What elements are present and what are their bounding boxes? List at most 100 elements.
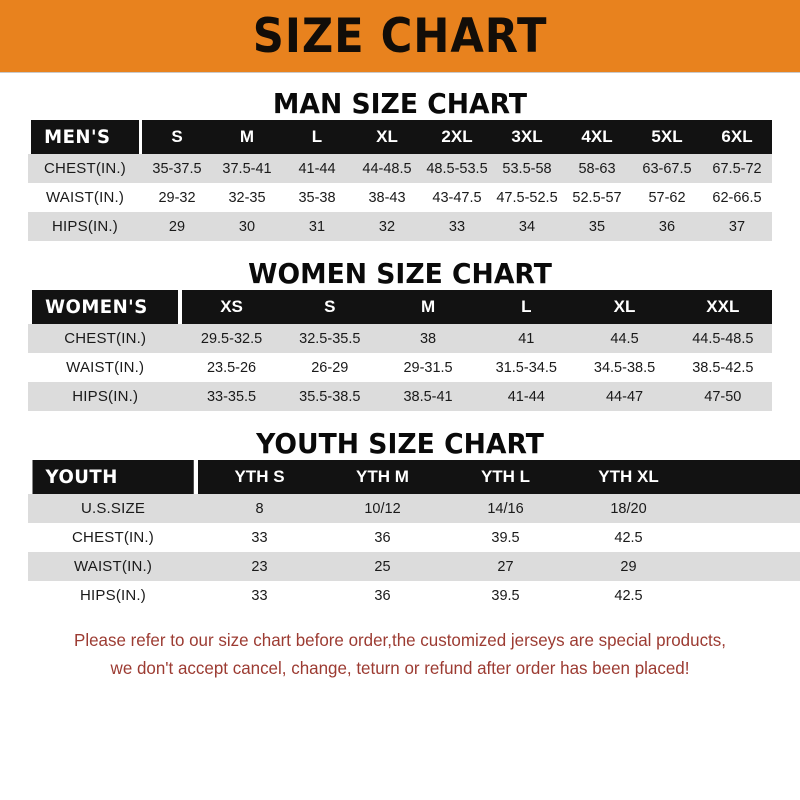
- youth-table-body: U.S.SIZE 8 10/12 14/16 18/20 CHEST(IN.) 33 36 39…: [28, 494, 800, 610]
- table-row: CHEST(IN.) 35-37.5 37.5-41 41-44 44-48.5 48.5…: [28, 154, 772, 183]
- man-column-header: 4XL: [562, 120, 632, 154]
- man-cell-value: 36: [632, 212, 702, 241]
- women-cell-value: 38: [378, 324, 478, 353]
- youth-cell-blank: [690, 581, 800, 610]
- man-cell-value: 44-48.5: [352, 154, 422, 183]
- youth-cell-value: 27: [444, 552, 567, 581]
- youth-column-header: YTH L: [444, 460, 567, 494]
- table-row: U.S.SIZE 8 10/12 14/16 18/20: [28, 494, 800, 523]
- man-cell-value: 35: [562, 212, 632, 241]
- table-row: HIPS(IN.) 33 36 39.5 42.5: [28, 581, 800, 610]
- man-row-label: HIPS(IN.): [28, 212, 142, 241]
- man-column-header: 2XL: [422, 120, 492, 154]
- youth-cell-value: 36: [321, 523, 444, 552]
- man-cell-value: 30: [212, 212, 282, 241]
- man-cell-value: 63-67.5: [632, 154, 702, 183]
- youth-cell-value: 10/12: [321, 494, 444, 523]
- women-cell-value: 33-35.5: [182, 382, 281, 411]
- women-cell-value: 38.5-41: [378, 382, 478, 411]
- women-cell-value: 34.5-38.5: [575, 353, 674, 382]
- man-cell-value: 31: [282, 212, 352, 241]
- men-size-table-wrap: MEN'S S M L XL 2XL 3XL 4XL 5XL 6XL CHEST(IN.) 35-3…: [28, 120, 772, 241]
- women-column-header: XS: [182, 290, 281, 324]
- women-cell-value: 31.5-34.5: [477, 353, 576, 382]
- man-cell-value: 48.5-53.5: [422, 154, 492, 183]
- man-column-header: L: [282, 120, 352, 154]
- youth-cell-value: 8: [198, 494, 321, 523]
- man-cell-value: 43-47.5: [422, 183, 492, 212]
- table-row: WAIST(IN.) 29-32 32-35 35-38 38-43 43-47.5 47.…: [28, 183, 772, 212]
- table-row: HIPS(IN.) 29 30 31 32 33 34 35 36 37: [28, 212, 772, 241]
- women-table-header-row: WOMEN'S XS S M L XL XXL: [28, 290, 772, 324]
- table-row: CHEST(IN.) 29.5-32.5 32.5-35.5 38 41 44.5 44.5…: [28, 324, 772, 353]
- women-column-header: XL: [575, 290, 674, 324]
- man-cell-value: 52.5-57: [562, 183, 632, 212]
- man-cell-value: 58-63: [562, 154, 632, 183]
- section-title-youth: YOUTH SIZE CHART: [256, 427, 544, 460]
- man-cell-value: 29: [142, 212, 212, 241]
- youth-cell-value: 14/16: [444, 494, 567, 523]
- youth-row-label: WAIST(IN.): [28, 552, 198, 581]
- women-cell-value: 32.5-35.5: [280, 324, 379, 353]
- youth-cell-value: 25: [321, 552, 444, 581]
- man-cell-value: 32-35: [212, 183, 282, 212]
- man-column-header: XL: [352, 120, 422, 154]
- women-size-table-wrap: WOMEN'S XS S M L XL XXL CHEST(IN.) 29.5-32.5 32.…: [28, 290, 772, 411]
- youth-table-header-row: YOUTH YTH S YTH M YTH L YTH XL: [28, 460, 800, 494]
- women-cell-value: 44.5: [575, 324, 674, 353]
- women-table-corner-label: WOMEN'S: [31, 290, 179, 324]
- man-column-header: 3XL: [492, 120, 562, 154]
- women-cell-value: 44.5-48.5: [673, 324, 772, 353]
- women-cell-value: 38.5-42.5: [673, 353, 772, 382]
- man-cell-value: 32: [352, 212, 422, 241]
- page-banner: SIZE CHART: [0, 0, 800, 73]
- man-table-header-row: MEN'S S M L XL 2XL 3XL 4XL 5XL 6XL: [28, 120, 772, 154]
- women-row-label: CHEST(IN.): [28, 324, 183, 353]
- youth-column-header: YTH M: [321, 460, 444, 494]
- man-cell-value: 35-37.5: [142, 154, 212, 183]
- man-cell-value: 41-44: [282, 154, 352, 183]
- women-cell-value: 47-50: [673, 382, 772, 411]
- youth-column-header: YTH S: [198, 460, 321, 494]
- man-cell-value: 57-62: [632, 183, 702, 212]
- men-table-head: MEN'S S M L XL 2XL 3XL 4XL 5XL 6XL: [28, 120, 772, 154]
- man-cell-value: 67.5-72: [702, 154, 772, 183]
- man-cell-value: 35-38: [282, 183, 352, 212]
- women-cell-value: 26-29: [280, 353, 379, 382]
- man-cell-value: 62-66.5: [702, 183, 772, 212]
- man-column-header: S: [142, 120, 212, 154]
- youth-column-header: YTH XL: [567, 460, 690, 494]
- youth-cell-value: 36: [321, 581, 444, 610]
- table-row: WAIST(IN.) 23 25 27 29: [28, 552, 800, 581]
- man-cell-value: 33: [422, 212, 492, 241]
- women-cell-value: 41: [477, 324, 576, 353]
- women-table-head: WOMEN'S XS S M L XL XXL: [28, 290, 772, 324]
- man-cell-value: 37: [702, 212, 772, 241]
- youth-row-label: CHEST(IN.): [28, 523, 198, 552]
- youth-row-label: U.S.SIZE: [28, 494, 198, 523]
- youth-cell-value: 42.5: [567, 581, 690, 610]
- women-cell-value: 23.5-26: [182, 353, 281, 382]
- table-row: WAIST(IN.) 23.5-26 26-29 29-31.5 31.5-34.5 34…: [28, 353, 772, 382]
- table-row: HIPS(IN.) 33-35.5 35.5-38.5 38.5-41 41-44 44-…: [28, 382, 772, 411]
- youth-cell-value: 33: [198, 523, 321, 552]
- man-cell-value: 29-32: [142, 183, 212, 212]
- man-cell-value: 37.5-41: [212, 154, 282, 183]
- man-cell-value: 47.5-52.5: [492, 183, 562, 212]
- man-cell-value: 38-43: [352, 183, 422, 212]
- youth-cell-blank: [690, 494, 800, 523]
- section-title-man: MAN SIZE CHART: [272, 87, 528, 120]
- footer-note: Please refer to our size chart before or…: [37, 626, 763, 682]
- youth-cell-blank: [690, 552, 800, 581]
- man-row-label: CHEST(IN.): [28, 154, 142, 183]
- youth-cell-value: 42.5: [567, 523, 690, 552]
- women-column-header: M: [378, 290, 478, 324]
- man-cell-value: 53.5-58: [492, 154, 562, 183]
- men-size-table: MEN'S S M L XL 2XL 3XL 4XL 5XL 6XL CHEST(IN.) 35-3…: [28, 120, 772, 241]
- youth-cell-value: 18/20: [567, 494, 690, 523]
- women-row-label: HIPS(IN.): [28, 382, 183, 411]
- women-cell-value: 35.5-38.5: [280, 382, 379, 411]
- women-column-header: S: [280, 290, 379, 324]
- footer-note-line-1: Please refer to our size chart before or…: [74, 630, 726, 650]
- women-cell-value: 29-31.5: [378, 353, 478, 382]
